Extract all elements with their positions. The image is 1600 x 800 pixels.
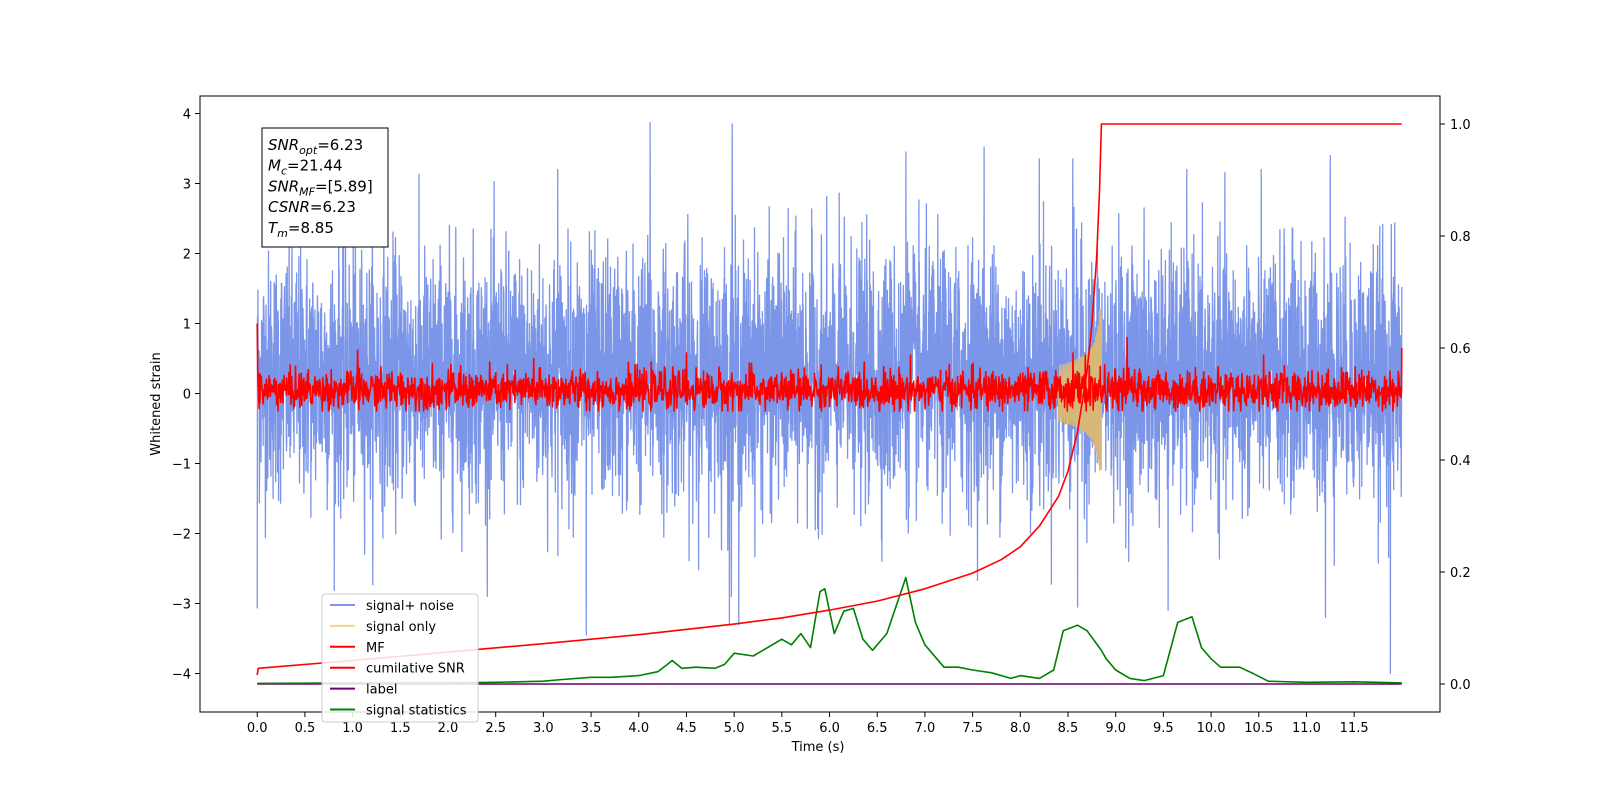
x-tick-label: 9.5 — [1153, 721, 1174, 736]
legend-frame — [321, 593, 479, 723]
legend-label: signal only — [366, 620, 436, 635]
legend-label: label — [366, 683, 397, 698]
axes: 0.0 0.5 1.0 1.5 2.0 2.5 3.0 3.5 4.0 4.5 5.0 5.5 6.0 6… — [172, 108, 1471, 737]
legend: signal+ noise signal only MF cumilative SNR… — [321, 593, 479, 723]
stats-line: CSNR=6.23 — [268, 198, 356, 216]
x-tick-label: 2.0 — [438, 721, 459, 736]
cumulative-snr-line — [256, 123, 1402, 676]
stats-line: Mc=21.44 — [268, 157, 343, 178]
x-tick-label: 7.0 — [915, 721, 936, 736]
y2-tick-label: 0.4 — [1450, 454, 1471, 469]
x-tick-label: 11.0 — [1292, 721, 1321, 736]
y-tick-label: −4 — [172, 668, 191, 683]
x-tick-label: 11.5 — [1340, 721, 1369, 736]
x-tick-label: 10.5 — [1244, 721, 1273, 736]
y-tick-label: 3 — [183, 178, 191, 193]
plot-frame — [199, 95, 1441, 713]
y-tick-label: 2 — [183, 248, 191, 263]
x-tick-label: 5.0 — [724, 721, 745, 736]
x-tick-label: 6.0 — [819, 721, 840, 736]
signal-statistics-line — [257, 576, 1402, 685]
y2-tick-label: 0.8 — [1450, 230, 1471, 245]
x-tick-label: 0.5 — [295, 721, 316, 736]
x-tick-label: 7.5 — [962, 721, 983, 736]
stats-line: SNRopt=6.23 — [268, 136, 363, 157]
stats-line: Tm=8.85 — [268, 219, 334, 240]
x-tick-label: 3.0 — [533, 721, 554, 736]
mf-line — [256, 323, 1403, 412]
y-tick-label: −2 — [172, 528, 191, 543]
y-axis-label: Whitened strain — [149, 352, 164, 455]
y-tick-label: −3 — [172, 598, 191, 613]
legend-label: cumilative SNR — [366, 662, 465, 677]
x-tick-label: 10.0 — [1197, 721, 1226, 736]
y2-tick-label: 1.0 — [1450, 118, 1471, 133]
x-tick-label: 2.5 — [485, 721, 506, 736]
x-tick-label: 1.0 — [342, 721, 363, 736]
x-tick-label: 4.0 — [628, 721, 649, 736]
y-tick-label: 1 — [183, 318, 191, 333]
x-tick-label: 0.0 — [247, 721, 268, 736]
x-axis-label: Time (s) — [791, 740, 845, 755]
x-tick-label: 6.5 — [867, 721, 888, 736]
x-tick-label: 3.5 — [581, 721, 602, 736]
x-tick-label: 4.5 — [676, 721, 697, 736]
x-tick-label: 5.5 — [772, 721, 793, 736]
x-tick-label: 8.0 — [1010, 721, 1031, 736]
y-tick-label: −1 — [172, 458, 191, 473]
y2-tick-label: 0.2 — [1450, 566, 1471, 581]
y-tick-label: 4 — [183, 108, 191, 123]
y-tick-label: 0 — [183, 388, 191, 403]
x-tick-label: 1.5 — [390, 721, 411, 736]
stats-box-frame — [261, 127, 389, 248]
stats-line: SNRMF=[5.89] — [268, 177, 373, 198]
y2-tick-label: 0.0 — [1450, 678, 1471, 693]
x-tick-label: 9.0 — [1105, 721, 1126, 736]
legend-label: signal statistics — [366, 704, 467, 719]
x-tick-label: 8.5 — [1058, 721, 1079, 736]
legend-label: MF — [366, 641, 385, 656]
legend-label: signal+ noise — [366, 599, 454, 614]
y2-tick-label: 0.6 — [1450, 342, 1471, 357]
stats-box: SNRopt=6.23Mc=21.44SNRMF=[5.89]CSNR=6.23… — [261, 127, 389, 248]
